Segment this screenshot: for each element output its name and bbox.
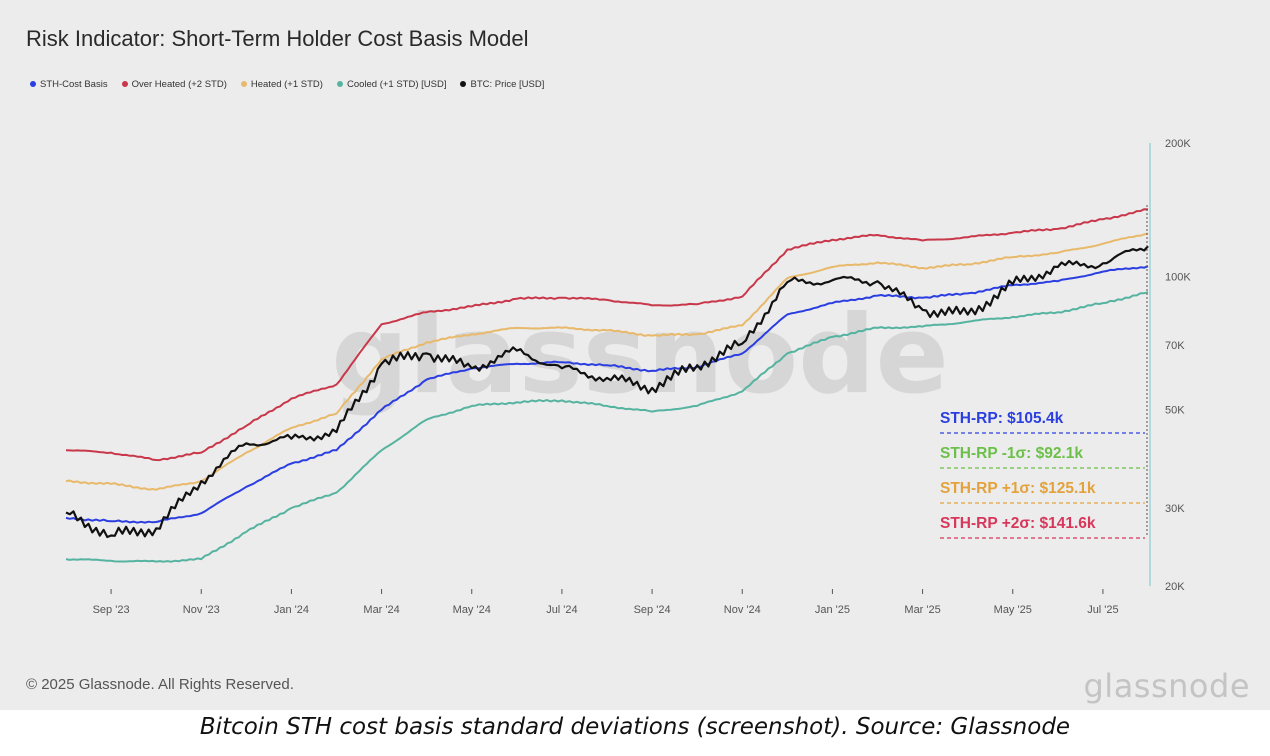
y-tick-label: 20K [1165,581,1185,593]
series-line-4 [65,245,1149,539]
y-tick-label: 50K [1165,405,1185,417]
watermark-layer: glassnode [331,293,948,418]
watermark: glassnode [331,293,948,418]
annotations: STH-RP: $105.4k STH-RP -1σ: $92.1k STH-RP … [940,410,1145,539]
legend-dot-icon [460,81,467,87]
x-tick-label: Nov '23 [183,604,220,616]
legend-item[interactable]: BTC: Price [USD] [460,77,544,91]
legend-dot-icon [336,81,343,87]
series-line-0 [65,265,1149,524]
x-tick-label: Jan '25 [815,604,850,616]
legend-label: Cooled (+1 STD) [USD] [346,78,447,90]
series-line-2 [65,232,1149,491]
y-tick-label: 70K [1165,340,1185,352]
series-line-1 [65,208,1149,462]
legend-dot-icon [240,81,247,87]
chart-title: Risk Indicator: Short-Term Holder Cost B… [26,26,529,51]
copyright-text: © 2025 Glassnode. All Rights Reserved. [26,676,294,693]
legend-label: Over Heated (+2 STD) [131,78,227,90]
chart-panel [0,0,1270,710]
x-tick-label: Sep '23 [93,604,130,616]
legend-item[interactable]: Over Heated (+2 STD) [121,77,227,91]
chart-svg: glassnode Sep '23 Nov '23 Jan '24 Mar '24 Ma… [65,138,1191,616]
y-axis: 200K 100K 70K 50K 30K 20K [1165,138,1191,593]
x-tick-label: Sep '24 [634,604,671,616]
legend-label: BTC: Price [USD] [470,78,545,90]
annotation-label: STH-RP +2σ: $141.6k [940,515,1096,532]
legend-item[interactable]: Cooled (+1 STD) [USD] [336,77,447,91]
legend-label: Heated (+1 STD) [250,78,323,90]
y-tick-label: 100K [1165,271,1191,283]
x-tick-label: May '25 [994,604,1032,616]
x-tick-label: Mar '25 [904,604,940,616]
legend-item[interactable]: Heated (+1 STD) [240,77,323,91]
x-tick-label: Jul '25 [1087,604,1118,616]
x-tick-label: Jan '24 [274,604,309,616]
annotation-label: STH-RP +1σ: $125.1k [940,480,1096,497]
annotation-label: STH-RP: $105.4k [940,410,1064,427]
annotation-label: STH-RP -1σ: $92.1k [940,445,1083,462]
x-tick-label: May '24 [453,604,491,616]
x-tick-label: Nov '24 [724,604,761,616]
figure-caption: Bitcoin STH cost basis standard deviatio… [199,714,1071,740]
legend-label: STH-Cost Basis [40,78,108,90]
legend-dot-icon [30,81,36,87]
legend-item[interactable]: STH-Cost Basis [30,77,108,91]
x-axis: Sep '23 Nov '23 Jan '24 Mar '24 May '24 Jul '… [93,589,1119,616]
legend-dot-icon [121,81,128,87]
series-line-3 [65,291,1149,563]
series-layer [65,143,1151,586]
y-tick-label: 30K [1165,503,1185,515]
glassnode-logo: glassnode [1083,667,1250,705]
y-tick-label: 200K [1165,138,1191,150]
legend: STH-Cost Basis Over Heated (+2 STD) Heated… [30,77,544,91]
x-tick-label: Mar '24 [363,604,399,616]
x-tick-label: Jul '24 [546,604,577,616]
